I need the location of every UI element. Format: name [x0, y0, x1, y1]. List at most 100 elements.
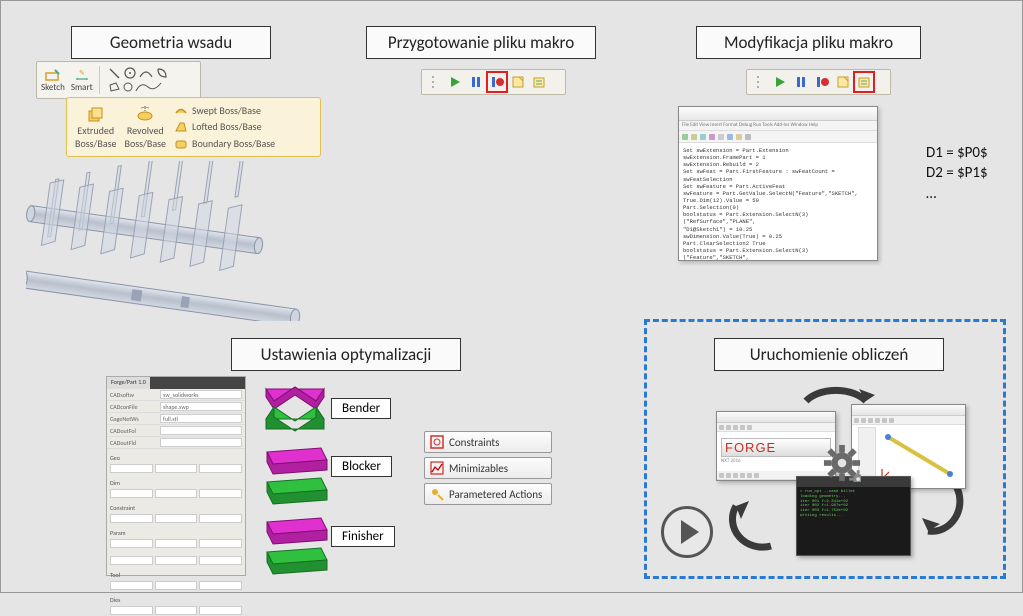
settings-row[interactable]: CADsoftwsw_solidworks	[107, 389, 245, 401]
pause-macro-icon[interactable]	[793, 74, 809, 90]
new-macro-icon[interactable]	[835, 74, 851, 90]
smart-button[interactable]: ✎ Smart	[71, 68, 93, 93]
settings-field[interactable]	[155, 514, 198, 523]
settings-tab-label[interactable]: Forge/Part 1.0	[107, 377, 150, 389]
edit-macro-icon[interactable]	[531, 74, 547, 90]
constraints-label: Constraints	[449, 436, 499, 449]
param-actions-icon	[430, 487, 444, 501]
settings-row-value[interactable]: full.stl	[160, 414, 242, 423]
new-macro-icon[interactable]	[510, 74, 526, 90]
settings-field-row[interactable]	[107, 538, 245, 549]
settings-field[interactable]	[110, 539, 153, 548]
param-line-3: …	[926, 184, 988, 204]
param-line-1: D1 = $P0$	[926, 143, 988, 163]
code-line: swExtension.FramePart = 1	[683, 154, 873, 161]
forge-app-window: FORGE NXT 2016	[716, 411, 836, 481]
settings-field[interactable]	[199, 606, 242, 615]
stage-label-blocker: Blocker	[331, 456, 392, 477]
settings-field[interactable]	[155, 556, 198, 565]
settings-field[interactable]	[199, 489, 242, 498]
forge-logo-text: FORGE	[725, 440, 776, 455]
code-area[interactable]: Set swExtension = Part.ExtensionswExtens…	[679, 143, 877, 260]
settings-row-value[interactable]: sw_solidworks	[160, 390, 242, 399]
settings-field[interactable]	[155, 581, 198, 590]
settings-field[interactable]	[155, 606, 198, 615]
settings-group-label: Tool	[107, 566, 245, 580]
grip-icon	[426, 74, 442, 90]
param-actions-button[interactable]: Parametered Actions	[424, 483, 552, 505]
settings-field[interactable]	[199, 539, 242, 548]
settings-field-row[interactable]	[107, 555, 245, 566]
settings-field[interactable]	[199, 556, 242, 565]
settings-row-value[interactable]: shape.swp	[160, 402, 242, 411]
lofted-label: Lofted Boss/Base	[192, 120, 262, 133]
lofted-button[interactable]: Lofted Boss/Base	[174, 120, 316, 133]
sketch-tools-icons[interactable]	[106, 65, 176, 95]
swept-label: Swept Boss/Base	[192, 104, 261, 117]
record-macro-icon[interactable]	[814, 74, 830, 90]
extruded-button[interactable]: Extruded Boss/Base	[71, 102, 121, 152]
window-titlebar	[679, 107, 877, 121]
edit-macro-icon[interactable]	[856, 74, 872, 90]
stage-label-bender: Bender	[331, 398, 391, 419]
window-toolbar[interactable]	[679, 131, 877, 143]
settings-row-label: CADconFile	[110, 403, 160, 411]
minimizables-button[interactable]: Minimizables	[424, 457, 552, 479]
code-line: Part.ClearSelection2 True	[683, 240, 873, 247]
settings-field-row[interactable]	[107, 488, 245, 499]
settings-row-value[interactable]	[160, 438, 242, 447]
boundary-button[interactable]: Boundary Boss/Base	[174, 137, 316, 150]
settings-field[interactable]	[155, 464, 198, 473]
settings-field[interactable]	[110, 606, 153, 615]
settings-row[interactable]: CADoutFol	[107, 425, 245, 437]
settings-tabs[interactable]: Forge/Part 1.0	[107, 377, 245, 389]
code-line: Set swFeature = Part.ActiveFeat	[683, 183, 873, 190]
play-macro-icon[interactable]	[772, 74, 788, 90]
play-macro-icon[interactable]	[447, 74, 463, 90]
revolved-button[interactable]: Revolved Boss/Base	[121, 102, 171, 152]
settings-row[interactable]: CADoutFld	[107, 437, 245, 449]
settings-field[interactable]	[110, 464, 153, 473]
code-line: swDimension.Value(True) = 0.25	[683, 233, 873, 240]
settings-group-label: Constraint	[107, 499, 245, 513]
settings-field-row[interactable]	[107, 605, 245, 616]
section-title-modify: Modyfikacja pliku makro	[696, 26, 921, 59]
code-line: True.Dim(12).Value = 50	[683, 197, 873, 204]
pause-macro-icon[interactable]	[468, 74, 484, 90]
settings-field[interactable]	[155, 539, 198, 548]
settings-field[interactable]	[110, 581, 153, 590]
sketch-button[interactable]: Sketch	[41, 68, 65, 93]
settings-row-label: CADoutFol	[110, 427, 160, 435]
extruded-label1: Extruded	[77, 124, 114, 137]
settings-field[interactable]	[199, 581, 242, 590]
code-line: boolstatus = Part.Extension.SelectN(3)("…	[683, 211, 873, 225]
settings-field-row[interactable]	[107, 513, 245, 524]
settings-field-row[interactable]	[107, 463, 245, 474]
svg-text:✎: ✎	[79, 68, 85, 77]
settings-row-value[interactable]	[160, 426, 242, 435]
settings-field[interactable]	[110, 556, 153, 565]
settings-field[interactable]	[199, 514, 242, 523]
section-title-run: Uruchomienie obliczeń	[714, 338, 944, 371]
settings-row[interactable]: GageNetWsfull.stl	[107, 413, 245, 425]
optimization-buttons: Constraints Minimizables Parametered Act…	[424, 431, 552, 505]
revolved-label2: Boss/Base	[125, 137, 167, 150]
settings-field[interactable]	[155, 489, 198, 498]
constraints-button[interactable]: Constraints	[424, 431, 552, 453]
settings-field[interactable]	[110, 514, 153, 523]
cad-small-toolbar: Sketch ✎ Smart	[36, 61, 201, 99]
play-triangle-icon	[681, 520, 699, 544]
record-macro-icon[interactable]	[489, 74, 505, 90]
settings-field[interactable]	[199, 464, 242, 473]
settings-field-row[interactable]	[107, 580, 245, 591]
window-menubar[interactable]: File Edit View Insert Format Debug Run T…	[679, 121, 877, 131]
settings-field[interactable]	[110, 489, 153, 498]
code-line: swExtension.Rebuild = 2	[683, 161, 873, 168]
settings-row[interactable]: CADconFileshape.swp	[107, 401, 245, 413]
section-title-prepare: Przygotowanie pliku makro	[366, 26, 596, 59]
swept-button[interactable]: Swept Boss/Base	[174, 104, 316, 117]
die-blocker-model	[261, 446, 329, 508]
code-line: swFeature = Part.GetValue.SelectN("Featu…	[683, 190, 873, 197]
settings-row-label: GageNetWs	[110, 415, 160, 423]
run-play-button[interactable]	[661, 506, 713, 558]
